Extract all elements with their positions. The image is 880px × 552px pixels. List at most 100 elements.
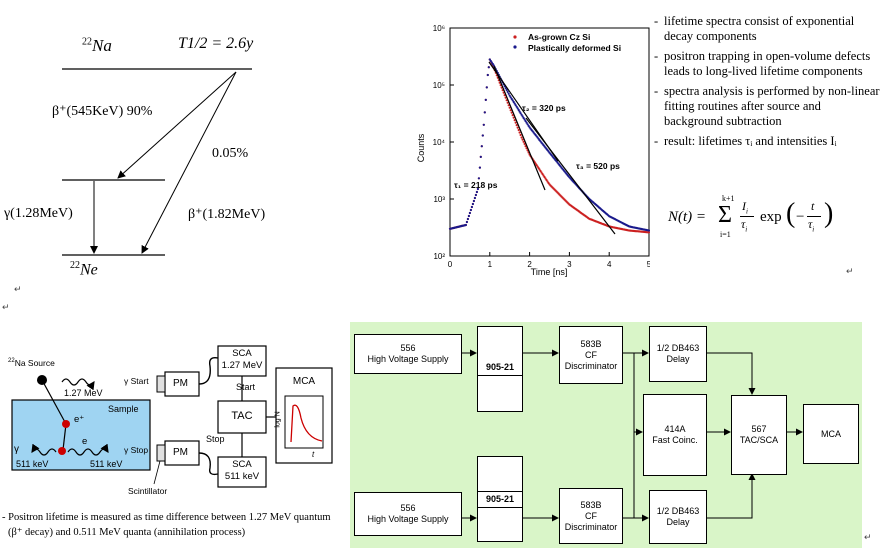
y-tick-label: 10⁵ xyxy=(433,81,445,90)
return-mark-2: ↵ xyxy=(846,266,854,276)
daughter-symbol: Ne xyxy=(80,261,98,279)
formula-sum-upper: k+1 xyxy=(722,194,735,203)
data-point-deformed xyxy=(505,88,508,92)
scintillator-leader xyxy=(153,460,161,485)
cable-pm-bottom xyxy=(198,452,219,476)
caption-line-1: - Positron lifetime is measured as time … xyxy=(2,512,331,523)
positron-label: e⁺ xyxy=(74,414,85,425)
pm-bottom-label: PM xyxy=(173,447,188,458)
bullet-dash: - xyxy=(654,14,659,28)
setup-svg xyxy=(11,345,333,488)
data-point-deformed xyxy=(525,121,528,124)
beta-direct-label: β⁺(1.82MeV) xyxy=(188,207,266,222)
beta-direct-arrow xyxy=(141,71,237,254)
parent-mass: 22 xyxy=(82,36,92,48)
data-point-deformed xyxy=(509,96,512,99)
block-diagram: 556 High Voltage Supply 905-21 583B CF D… xyxy=(350,322,862,548)
sca-top-label: SCA 1.27 MeV xyxy=(218,348,266,372)
cfd1-model: 583B xyxy=(580,338,602,349)
data-point-as-grown xyxy=(513,119,516,122)
formula-frac-num: Ii xyxy=(742,199,748,216)
data-point-as-grown xyxy=(510,111,513,114)
data-point-deformed xyxy=(485,86,488,89)
hv1-model: 556 xyxy=(400,343,416,353)
caption-line-2: (β⁺ decay) and 0.511 MeV quanta (annihil… xyxy=(8,527,246,538)
data-point-deformed xyxy=(464,223,467,227)
bullet-dash: - xyxy=(654,49,659,63)
bullet-list: - lifetime spectra consist of exponential… xyxy=(654,14,880,149)
delay1-model: 1/2 DB463 xyxy=(656,343,700,353)
data-point-as-grown xyxy=(509,109,512,112)
delay2-name: Delay xyxy=(666,517,690,527)
parent-nucleus: 22Na xyxy=(82,36,112,56)
y-tick-label: 10² xyxy=(433,252,445,261)
data-point-deformed xyxy=(487,66,490,69)
tacsca-model: 567 xyxy=(751,424,767,434)
bullet-text: positron trapping in open-volume defects… xyxy=(664,49,871,78)
data-point-deformed xyxy=(523,118,526,121)
data-point-as-grown xyxy=(523,142,526,145)
gamma-start-energy: 1.27 MeV xyxy=(64,388,103,398)
data-point-deformed xyxy=(517,108,520,112)
data-point-as-grown xyxy=(515,124,518,127)
gamma-left-energy: 511 keV xyxy=(16,459,49,469)
fit-formula: N(t) = k+1 Σ i=1 Ii τi exp ( − t τi ) xyxy=(668,194,848,242)
data-point-deformed xyxy=(482,123,485,126)
bullet-dash: - xyxy=(654,84,659,98)
gamma-start-wave xyxy=(61,378,95,391)
x-axis-label: Time [ns] xyxy=(531,267,568,277)
hv-supply-1: 556 High Voltage Supply xyxy=(354,334,462,374)
data-point-deformed xyxy=(524,120,527,123)
bullet-item: - positron trapping in open-volume defect… xyxy=(654,49,880,79)
electron-dot xyxy=(58,447,66,455)
gamma-right-wave xyxy=(67,443,109,456)
na-source-label: 22Na Source xyxy=(8,358,55,368)
bullet-item: - result: lifetimes τᵢ and intensities Iᵢ xyxy=(654,134,880,149)
formula-sum-lower: i=1 xyxy=(720,230,731,239)
cable-pm-top xyxy=(198,356,219,385)
data-point-as-grown xyxy=(518,131,521,134)
formula-paren-l: ( xyxy=(786,198,796,229)
daughter-nucleus: 22Ne xyxy=(70,260,98,279)
cfd1-name: Discriminator xyxy=(564,360,618,371)
chart-svg: 0 1 2 3 4 5 10² 10³ 10⁴ 10⁵ 10⁶ Counts Time [ns] A… xyxy=(416,24,650,277)
mca-block-label: MCA xyxy=(821,428,841,439)
bullet-text: result: lifetimes τᵢ and intensities Iᵢ xyxy=(664,134,837,148)
sample-box xyxy=(11,399,151,471)
formula-minus: − xyxy=(796,209,805,225)
delay1-name: Delay xyxy=(666,354,690,364)
gamma-left-label: γ xyxy=(14,444,19,455)
beta-major-arrow xyxy=(117,71,237,179)
beta-major-label: β⁺(545KeV) 90% xyxy=(52,104,153,119)
data-point-deformed xyxy=(519,112,522,115)
data-point-deformed xyxy=(515,105,518,108)
gamma-left-wave xyxy=(31,443,57,456)
data-point-as-grown xyxy=(522,140,525,143)
mca-decay-curve xyxy=(290,404,323,443)
y-tick-label: 10⁶ xyxy=(433,24,445,33)
coinc-model: 414A xyxy=(664,424,686,434)
block-wires xyxy=(461,349,803,522)
tac-box xyxy=(217,400,267,434)
data-point-as-grown xyxy=(521,138,524,141)
positron-track-2 xyxy=(62,423,67,451)
data-point-deformed xyxy=(465,220,468,224)
pm-top-label: PM xyxy=(173,378,188,389)
return-mark-4: ↵ xyxy=(864,532,872,542)
half-life: T1/2 = 2.6y xyxy=(178,35,254,52)
data-point-deformed xyxy=(508,94,511,97)
pm-bottom-cap xyxy=(156,444,166,462)
bullet-text: spectra analysis is performed by non-lin… xyxy=(664,84,880,128)
hv2-name: High Voltage Supply xyxy=(367,514,449,524)
hv-supply-2: 556 High Voltage Supply xyxy=(354,492,462,536)
data-point-deformed xyxy=(511,99,514,102)
formula-exp: exp xyxy=(760,209,782,225)
sca-top-box xyxy=(217,345,267,377)
data-point-deformed xyxy=(480,145,483,148)
source-text: Na Source xyxy=(14,358,55,368)
cf-discriminator-2: 583B CF Discriminator xyxy=(559,488,623,544)
data-point-deformed xyxy=(472,199,475,203)
det1-label: 905-21 xyxy=(478,362,522,376)
start-label: Start xyxy=(236,382,256,392)
data-point-deformed xyxy=(484,98,487,101)
